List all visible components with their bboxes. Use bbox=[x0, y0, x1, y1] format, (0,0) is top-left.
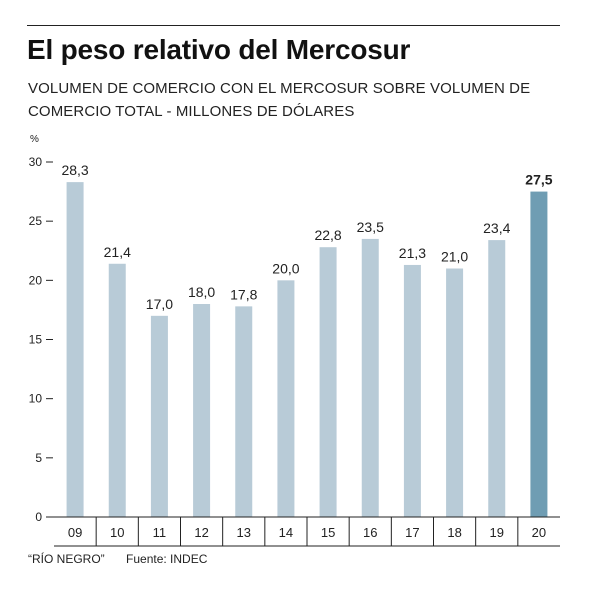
credit-text: “RÍO NEGRO” bbox=[28, 552, 105, 566]
x-tick-label: 13 bbox=[237, 525, 251, 540]
data-label: 17,8 bbox=[230, 286, 257, 302]
top-rule bbox=[27, 25, 560, 26]
x-tick-label: 12 bbox=[194, 525, 208, 540]
data-label: 18,0 bbox=[188, 284, 215, 300]
data-label: 28,3 bbox=[61, 162, 88, 178]
bar bbox=[193, 304, 211, 517]
data-label: 23,4 bbox=[483, 220, 510, 236]
bar bbox=[530, 191, 548, 518]
y-tick-label: 0 bbox=[35, 510, 42, 524]
y-tick-label: 30 bbox=[29, 155, 43, 169]
x-tick-label: 10 bbox=[110, 525, 124, 540]
bar bbox=[235, 306, 253, 517]
data-label: 21,3 bbox=[399, 245, 426, 261]
y-tick-label: 25 bbox=[29, 214, 43, 228]
y-tick-label: 20 bbox=[29, 273, 43, 287]
footer: “RÍO NEGRO” Fuente: INDEC bbox=[28, 552, 207, 566]
y-axis-unit-label: % bbox=[30, 134, 39, 145]
data-label: 22,8 bbox=[314, 227, 341, 243]
data-label: 20,0 bbox=[272, 260, 299, 276]
x-tick-label: 14 bbox=[279, 525, 293, 540]
bar bbox=[403, 264, 421, 517]
x-tick-label: 09 bbox=[68, 525, 82, 540]
y-tick-label: 10 bbox=[29, 392, 43, 406]
bar bbox=[446, 268, 464, 517]
x-tick-label: 18 bbox=[447, 525, 461, 540]
bar bbox=[488, 240, 506, 517]
data-label: 27,5 bbox=[525, 172, 552, 188]
x-tick-label: 19 bbox=[490, 525, 504, 540]
data-label: 17,0 bbox=[146, 296, 173, 312]
bar bbox=[319, 247, 337, 517]
x-tick-label: 20 bbox=[532, 525, 546, 540]
data-label: 21,0 bbox=[441, 249, 468, 265]
bar bbox=[108, 263, 126, 517]
chart-subtitle: VOLUMEN DE COMERCIO CON EL MERCOSUR SOBR… bbox=[28, 80, 531, 120]
x-tick-label: 15 bbox=[321, 525, 335, 540]
bar bbox=[277, 280, 295, 517]
x-tick-label: 16 bbox=[363, 525, 377, 540]
x-tick-label: 17 bbox=[405, 525, 419, 540]
data-label: 23,5 bbox=[357, 219, 384, 235]
data-label: 21,4 bbox=[104, 244, 131, 260]
bar bbox=[361, 238, 379, 517]
y-tick-label: 5 bbox=[35, 451, 42, 465]
source-text: Fuente: INDEC bbox=[126, 552, 208, 566]
bar bbox=[150, 315, 168, 517]
y-tick-label: 15 bbox=[29, 333, 43, 347]
bar bbox=[66, 182, 84, 517]
x-tick-label: 11 bbox=[153, 525, 167, 540]
chart-title: El peso relativo del Mercosur bbox=[27, 34, 411, 65]
